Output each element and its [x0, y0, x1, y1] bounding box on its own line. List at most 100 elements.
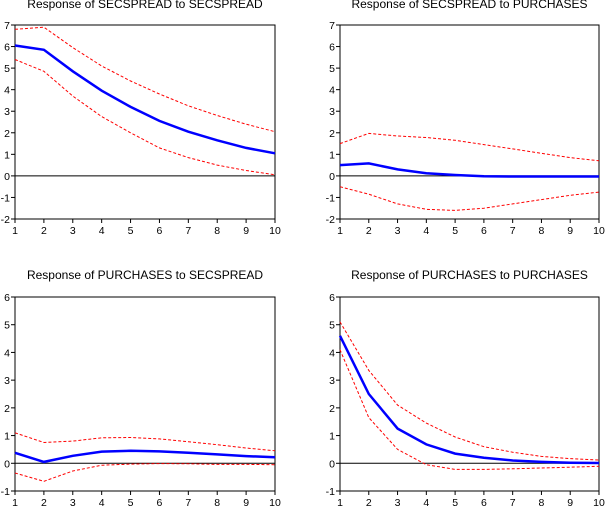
response-line [14, 44, 276, 155]
y-tick-label: 5 [329, 320, 335, 332]
x-tick-label: 3 [70, 497, 76, 507]
upper-band-line [14, 26, 276, 133]
x-tick-label: 6 [157, 225, 163, 237]
y-tick-label: 2 [329, 403, 335, 415]
y-tick-label: 4 [329, 85, 335, 97]
y-tick-label: 4 [4, 85, 10, 97]
x-tick-label: 1 [337, 225, 343, 237]
upper-band-line [14, 432, 276, 452]
x-tick-label: 1 [12, 225, 18, 237]
x-tick-label: 10 [593, 497, 605, 507]
y-tick-label: 6 [4, 42, 10, 54]
response-line [338, 335, 600, 465]
x-tick-label: 6 [481, 225, 487, 237]
x-tick-label: 6 [481, 497, 487, 507]
x-tick-label: 1 [337, 497, 343, 507]
x-tick-label: 7 [185, 497, 191, 507]
x-tick-label: 10 [593, 225, 605, 237]
lower-band-line [339, 349, 600, 470]
x-tick-label: 4 [423, 497, 429, 507]
x-tick-label: 5 [128, 497, 134, 507]
lower-band-line [339, 186, 600, 211]
y-tick-label: 4 [329, 347, 335, 359]
panel-title: Response of PURCHASES to SECSPREAD [27, 268, 263, 282]
y-tick-label: 3 [329, 375, 335, 387]
y-tick-label: -2 [1, 214, 10, 226]
x-tick-label: 2 [366, 225, 372, 237]
x-tick-label: 9 [243, 225, 249, 237]
response-line [339, 162, 599, 178]
y-tick-label: 2 [4, 403, 10, 415]
y-tick-label: 7 [329, 20, 335, 32]
y-tick-label: -1 [326, 486, 335, 498]
x-tick-label: 2 [41, 225, 47, 237]
y-tick-label: 1 [329, 431, 335, 443]
y-tick-label: 7 [4, 20, 10, 32]
y-tick-label: 0 [329, 458, 335, 470]
plot-frame [14, 296, 276, 492]
plot-frame [339, 24, 600, 220]
x-tick-label: 10 [269, 497, 281, 507]
x-tick-label: 3 [395, 497, 401, 507]
y-tick-label: 2 [329, 128, 335, 140]
response-line [14, 449, 276, 464]
y-tick-label: -1 [1, 486, 10, 498]
x-tick-label: 5 [128, 225, 134, 237]
y-tick-label: 6 [4, 292, 10, 304]
upper-band-line [339, 321, 600, 461]
x-tick-label: 8 [539, 225, 545, 237]
x-tick-label: 6 [157, 497, 163, 507]
panel-title: Response of PURCHASES to PURCHASES [351, 268, 588, 282]
x-tick-label: 5 [452, 497, 458, 507]
y-tick-label: -1 [1, 192, 10, 204]
lower-band-line [14, 59, 276, 176]
x-tick-label: 1 [12, 497, 18, 507]
x-tick-label: 8 [214, 497, 220, 507]
panel-4: Response of PURCHASES to PURCHASES -1 0 1 2 3… [326, 268, 605, 507]
lower-band-line [14, 463, 276, 482]
panel-3: Response of PURCHASES to SECSPREAD -1 0 1 2 3… [1, 268, 281, 507]
x-tick-label: 7 [510, 225, 516, 237]
x-tick-label: 8 [539, 497, 545, 507]
x-tick-label: 4 [99, 225, 105, 237]
x-tick-label: 7 [510, 497, 516, 507]
plot-frame [14, 24, 276, 220]
y-tick-label: 5 [329, 63, 335, 75]
y-tick-label: 3 [329, 106, 335, 118]
y-tick-label: 4 [4, 347, 10, 359]
x-tick-label: 4 [423, 225, 429, 237]
x-tick-label: 5 [452, 225, 458, 237]
y-tick-label: 1 [4, 431, 10, 443]
panel-1: Response of SECSPREAD to SECSPREAD -2 -1 0 1… [1, 0, 281, 237]
y-tick-label: 1 [329, 149, 335, 161]
panel-title: Response of SECSPREAD to PURCHASES [351, 0, 587, 11]
x-tick-label: 2 [41, 497, 47, 507]
y-tick-label: 1 [4, 149, 10, 161]
y-tick-label: 0 [329, 171, 335, 183]
upper-band-line [339, 132, 600, 162]
x-tick-label: 3 [70, 225, 76, 237]
x-tick-label: 2 [366, 497, 372, 507]
x-tick-label: 4 [99, 497, 105, 507]
x-tick-label: 9 [243, 497, 249, 507]
x-tick-label: 8 [214, 225, 220, 237]
plot-frame [339, 296, 600, 492]
y-tick-label: -1 [326, 192, 335, 204]
y-tick-label: 2 [4, 128, 10, 140]
y-tick-label: 6 [329, 292, 335, 304]
x-tick-label: 10 [269, 225, 281, 237]
y-tick-label: 3 [4, 106, 10, 118]
y-tick-label: 5 [4, 63, 10, 75]
y-tick-label: 0 [4, 171, 10, 183]
x-tick-label: 3 [395, 225, 401, 237]
y-tick-label: 5 [4, 320, 10, 332]
y-tick-label: 0 [4, 458, 10, 470]
x-tick-label: 7 [185, 225, 191, 237]
y-tick-label: 3 [4, 375, 10, 387]
x-tick-label: 9 [567, 497, 573, 507]
y-tick-label: 6 [329, 42, 335, 54]
panel-2: Response of SECSPREAD to PURCHASES -2 -1 0 1… [326, 0, 605, 237]
x-tick-label: 9 [567, 225, 573, 237]
panel-title: Response of SECSPREAD to SECSPREAD [27, 0, 263, 11]
